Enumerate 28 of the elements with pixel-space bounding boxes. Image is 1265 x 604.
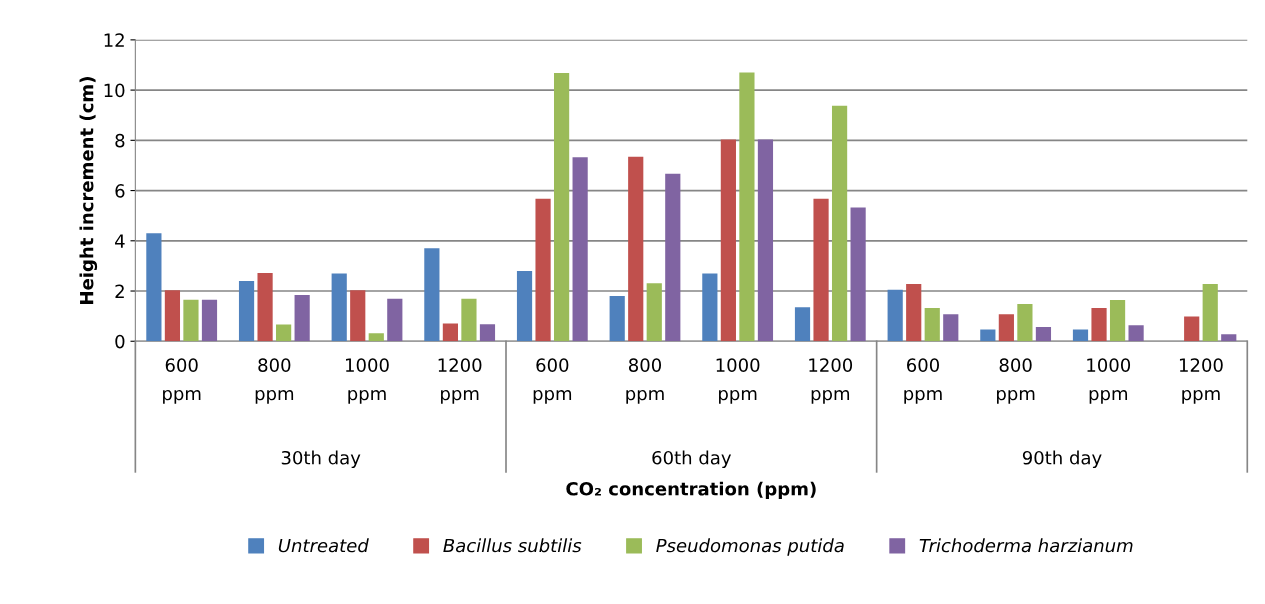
x-axis-title: CO₂ concentration (ppm) <box>566 481 816 500</box>
y-tick-label: 4 <box>115 234 125 248</box>
y-tick-label: 2 <box>115 284 124 298</box>
x-tick-label: 1000 ppm <box>1087 358 1131 404</box>
y-tick-label: 8 <box>115 133 125 148</box>
x-tick-label: 1200 ppm <box>438 358 482 404</box>
legend-label: Untreated <box>278 538 369 553</box>
x-tick-label: 600 ppm <box>163 358 201 404</box>
y-tick-label: 0 <box>115 334 125 349</box>
x-tick-label: 800 ppm <box>626 358 664 404</box>
y-tick-label: 10 <box>104 83 125 98</box>
legend-label: Trichoderma harzianum <box>919 538 1133 553</box>
y-tick-label: 6 <box>115 184 125 198</box>
text: 60th day <box>652 450 732 469</box>
x-tick-label: 1000 ppm <box>346 358 389 404</box>
text: 30th day <box>281 450 361 469</box>
y-tick-label: 12 <box>104 33 124 47</box>
text: 90th day <box>1022 450 1102 469</box>
x-tick-label: 1000 ppm <box>716 358 760 404</box>
legend-label: Bacillus subtilis <box>443 538 582 553</box>
x-tick-label: 1200 ppm <box>1179 358 1223 404</box>
legend-label: Pseudomonas putida <box>656 538 844 556</box>
x-tick-label: 800 ppm <box>997 358 1035 404</box>
x-tick-label: 600 ppm <box>533 358 572 404</box>
x-tick-label: 600 ppm <box>904 358 942 404</box>
x-tick-label: 1200 ppm <box>809 358 853 404</box>
x-tick-label: 800 ppm <box>255 358 294 404</box>
y-axis-title: Height increment (cm) <box>79 77 98 304</box>
